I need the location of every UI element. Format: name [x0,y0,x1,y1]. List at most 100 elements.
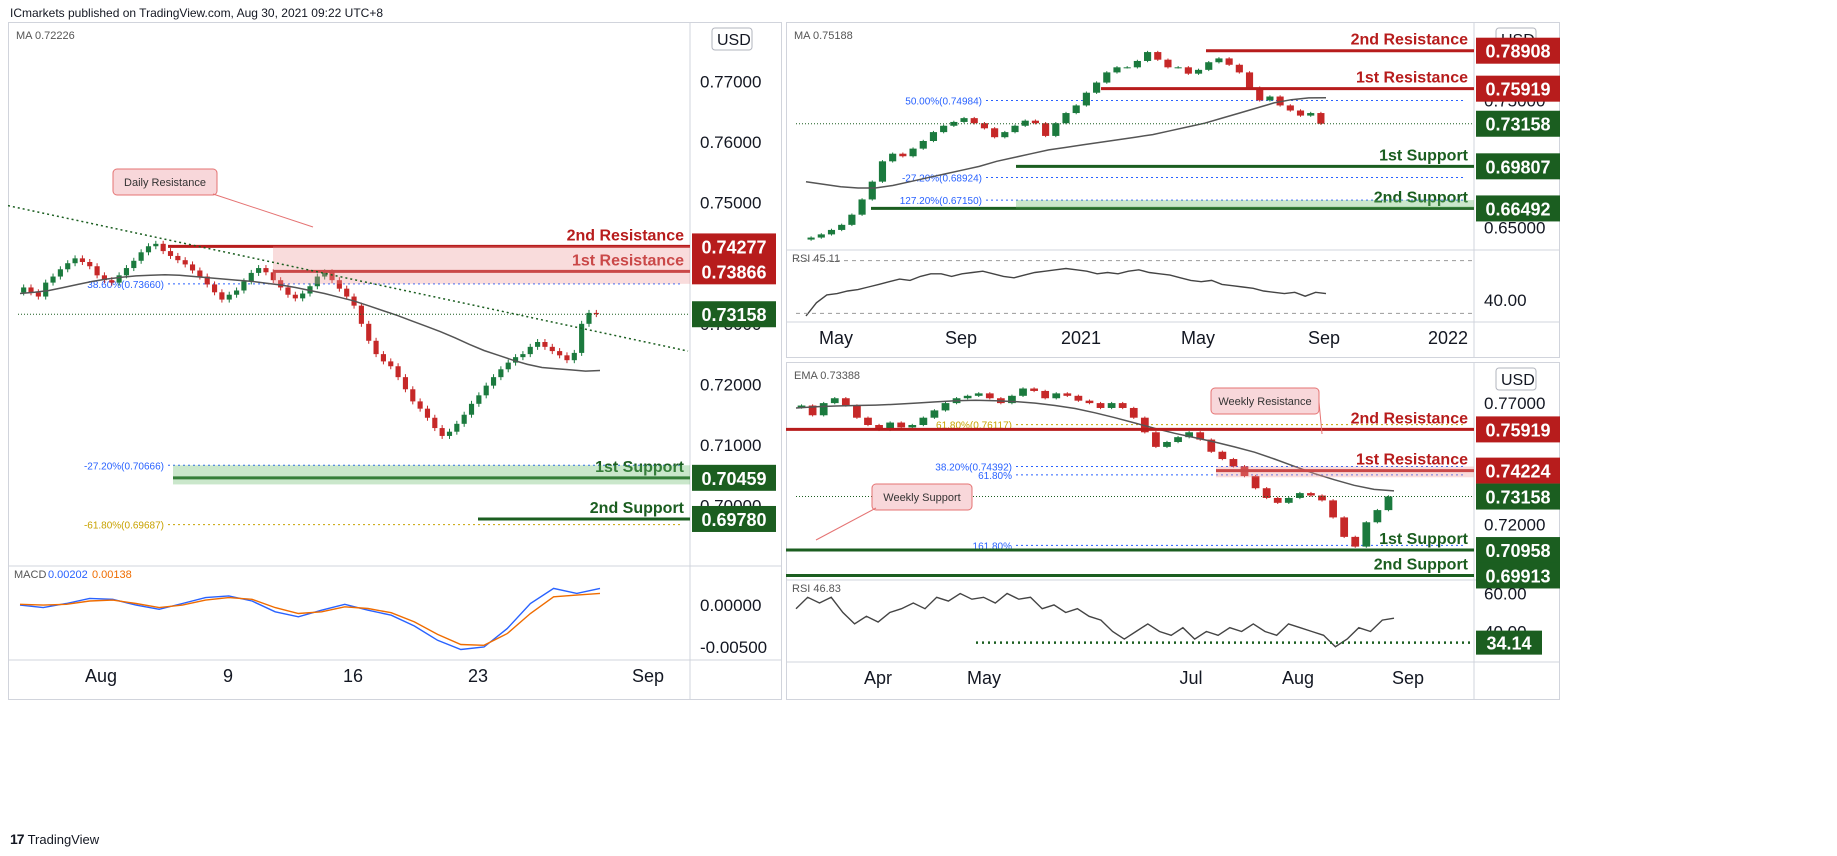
level-price-tag [692,505,776,532]
candle-body [1215,58,1223,63]
fib-label: 127.20%(0.67150) [900,196,982,207]
indicator-label: MA 0.75188 [794,30,853,42]
candle-body [1207,439,1216,452]
price-tick-label: 0.75000 [700,194,761,213]
level-name: 1st Support [1379,531,1469,548]
candle-body [1019,388,1027,396]
candle-body [520,354,526,358]
top-right-chart-panel[interactable]: 0.650000.75000USDMA 0.7518850.00%(0.7498… [786,22,1560,358]
level-name: 2nd Support [1374,556,1469,573]
candle-body [875,424,883,430]
candle-body [270,272,276,281]
candle-body [483,385,489,396]
candle-body [797,405,806,408]
candle-body [1276,96,1284,106]
candle-body [417,401,423,409]
candle-body [1031,120,1039,124]
candle-body [219,292,225,300]
candle-body [314,276,320,287]
tradingview-footer[interactable]: 17 TradingView [10,831,99,847]
current-price-tag [1476,483,1560,510]
level-name: 2nd Support [590,500,685,517]
candle-body [889,153,897,162]
candle-body [131,260,137,269]
price-tick-label: 0.77000 [1484,394,1545,413]
candle-body [79,258,85,262]
candle-body [1082,92,1090,106]
level-name: 1st Resistance [1356,452,1468,469]
candle-body [864,417,872,425]
indicator-line [805,267,1327,317]
time-tick-label: May [819,328,853,348]
time-tick-label: May [967,668,1001,688]
rsi-level-tag [1476,630,1542,655]
candle-body [1245,72,1254,88]
level-name: 1st Resistance [572,252,684,269]
price-tick-label: 0.65000 [1484,218,1545,237]
candle-body [542,342,548,347]
candle-body [1074,395,1083,401]
level-name: 2nd Resistance [567,227,684,244]
candle-body [410,389,416,402]
candle-body [940,125,948,133]
candle-body [248,272,254,282]
candle-body [373,340,379,355]
candle-body [1286,105,1294,111]
subpane-tick-label: 60.00 [1484,585,1527,604]
candle-body [963,395,972,399]
currency-label: USD [717,32,751,49]
level-price-tag [1476,457,1560,484]
macd-signal-value: 0.00138 [92,569,132,581]
level-price-label: 0.78908 [1485,42,1550,62]
candle-body [1284,497,1293,503]
candle-body [908,424,917,428]
bottom-right-chart-panel[interactable]: 0.77000 0.72000 0.69913 USD EMA 0.73388 61.80… [786,362,1560,700]
candle-body [1085,400,1094,404]
callout-text: Weekly Resistance [1218,396,1311,408]
fib-label: 38.60%(0.73660) [87,280,164,291]
time-tick-label: Sep [1392,668,1424,688]
candle-body [827,229,836,235]
current-price-label: 0.73158 [1485,488,1550,508]
price-tick-label: 0.72000 [1484,516,1545,535]
time-tick-label: 2022 [1428,328,1468,348]
candle-body [1295,493,1304,498]
candle-body [1205,62,1213,70]
candle-body [1185,432,1194,438]
candle-body [564,355,570,361]
candle-body [1164,59,1172,68]
candle-body [1144,52,1152,61]
time-tick-label: Sep [945,328,977,348]
candle-body [1062,113,1070,124]
callout-box [1210,387,1320,415]
candle-body [468,403,475,415]
time-tick-label: Aug [85,666,117,686]
downtrend-line [8,204,689,352]
level-price-label: 0.70958 [1485,541,1550,561]
left-chart-panel[interactable]: 0.770000.760000.750000.740000.730000.720… [8,22,782,700]
candle-body [461,414,467,424]
level-price-label: 0.73866 [701,262,766,282]
candle-body [549,346,555,352]
level-price-label: 0.66492 [1485,199,1550,219]
resistance-zone [1216,466,1474,478]
macd-value: 0.00202 [48,569,88,581]
candle-body [579,323,585,353]
candle-body [145,246,152,253]
candle-body [1196,432,1205,440]
level-price-label: 0.70459 [701,469,766,489]
level-name: 1st Support [1379,147,1469,164]
candle-body [1225,58,1233,65]
fib-label: -27.20%(0.68924) [902,174,982,185]
fib-label: -61.80%(0.69687) [84,521,164,532]
candle-body [1174,67,1182,69]
candle-body [211,284,218,293]
candle-body [919,141,927,149]
level-price-label: 0.69807 [1485,157,1550,177]
candle-body [278,280,284,288]
candle-body [476,395,482,404]
candle-body [853,405,861,418]
time-tick-label: Sep [632,666,664,686]
rsi-label: RSI 46.83 [792,583,841,595]
candle-body [1118,403,1127,408]
